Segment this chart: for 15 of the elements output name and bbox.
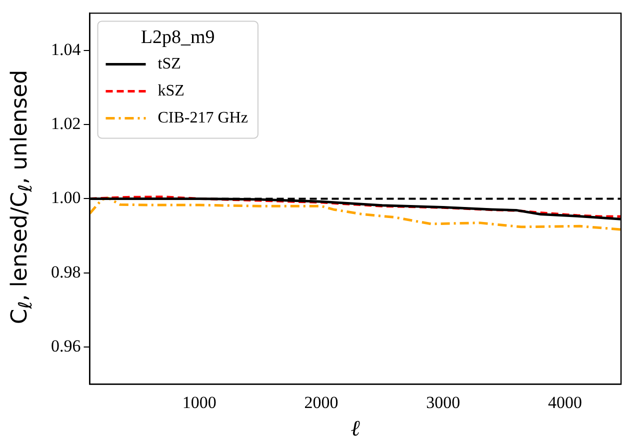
x-axis-title: ℓ [350,416,361,441]
legend-title: L2p8_m9 [140,27,215,48]
x-tick-label: 3000 [426,392,460,412]
legend-label: kSZ [158,82,184,100]
x-tick-label: 2000 [304,392,338,412]
line-series [90,196,621,231]
y-tick-label: 1.00 [51,188,81,208]
legend-label: tSZ [158,55,181,72]
x-tick-label: 4000 [548,392,582,412]
x-tick-label: 1000 [182,392,216,412]
y-tick-label: 0.96 [51,336,81,356]
y-tick-label: 0.98 [51,262,81,282]
legend-label: CIB-217 GHz [158,109,248,126]
y-tick-label: 1.02 [51,114,81,133]
y-tick-label: 1.04 [51,40,82,59]
